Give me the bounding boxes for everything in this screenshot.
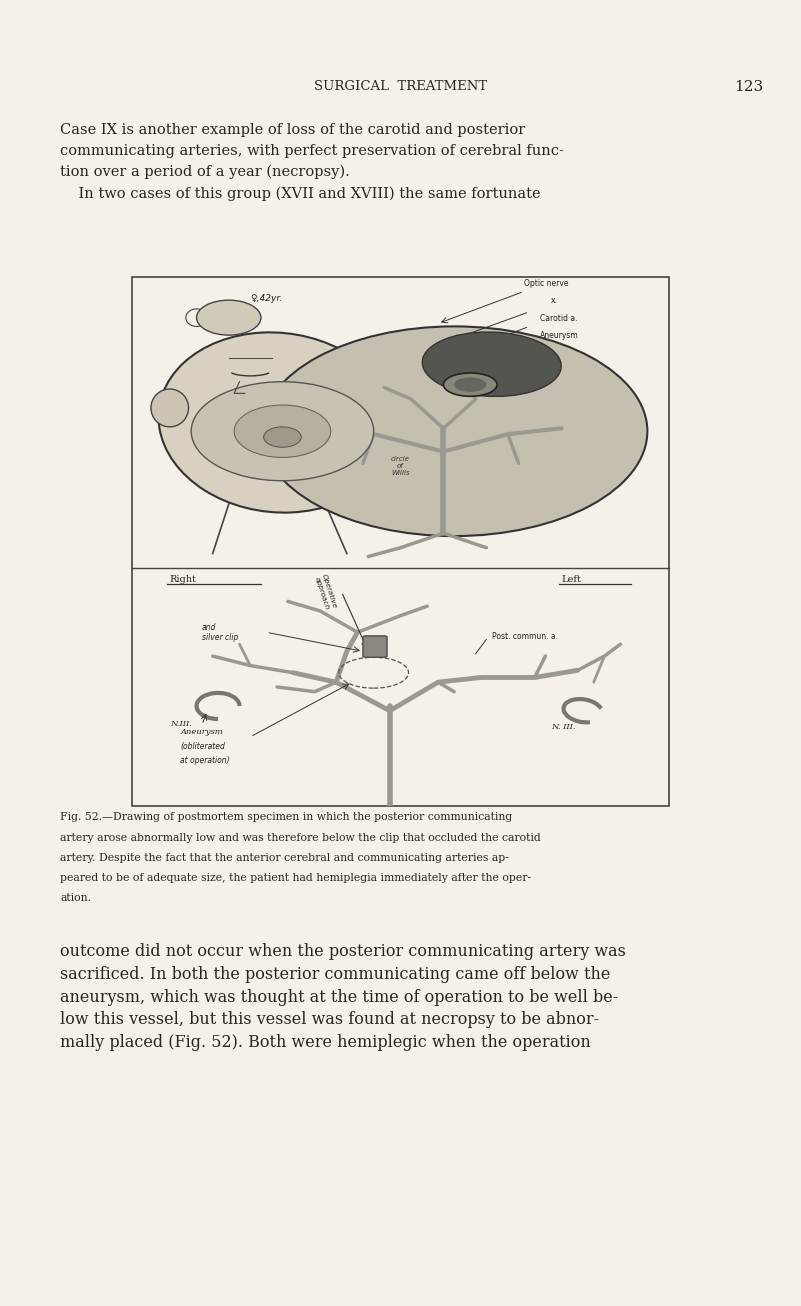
Text: Left: Left	[562, 575, 582, 584]
Text: ♀,42yr.: ♀,42yr.	[250, 294, 283, 303]
Circle shape	[191, 381, 373, 481]
Text: at operation): at operation)	[180, 756, 230, 765]
Text: outcome did not occur when the posterior communicating artery was: outcome did not occur when the posterior…	[60, 943, 626, 960]
Bar	[132, 277, 669, 806]
Text: In two cases of this group (XVII and XVIII) the same fortunate: In two cases of this group (XVII and XVI…	[60, 187, 541, 201]
Circle shape	[196, 300, 261, 336]
Circle shape	[264, 427, 301, 447]
Text: Carotid a.: Carotid a.	[540, 313, 578, 323]
Text: Fig. 52.—Drawing of postmortem specimen in which the posterior communicating: Fig. 52.—Drawing of postmortem specimen …	[60, 812, 513, 823]
Circle shape	[234, 405, 331, 457]
Text: Right: Right	[170, 575, 196, 584]
Circle shape	[261, 326, 647, 535]
Text: and
silver clip: and silver clip	[202, 623, 239, 643]
Ellipse shape	[454, 377, 486, 392]
Text: peared to be of adequate size, the patient had hemiplegia immediately after the : peared to be of adequate size, the patie…	[60, 872, 531, 883]
Text: circle
of
Willis: circle of Willis	[391, 456, 410, 477]
Text: aneurysm, which was thought at the time of operation to be well be-: aneurysm, which was thought at the time …	[60, 989, 618, 1006]
Text: mally placed (Fig. 52). Both were hemiplegic when the operation: mally placed (Fig. 52). Both were hemipl…	[60, 1034, 591, 1051]
Text: tion over a period of a year (necropsy).: tion over a period of a year (necropsy).	[60, 165, 350, 179]
Text: sacrificed. In both the posterior communicating came off below the: sacrificed. In both the posterior commun…	[60, 966, 610, 983]
Text: artery. Despite the fact that the anterior cerebral and communicating arteries a: artery. Despite the fact that the anteri…	[60, 853, 509, 863]
Text: N. III.: N. III.	[551, 722, 575, 730]
Text: N.III.: N.III.	[170, 720, 191, 729]
Text: Post. commun. a.: Post. commun. a.	[492, 632, 557, 641]
Text: Operative
approach: Operative approach	[313, 573, 337, 611]
Text: 123: 123	[735, 80, 763, 94]
Ellipse shape	[422, 332, 562, 397]
Text: Case IX is another example of loss of the carotid and posterior: Case IX is another example of loss of th…	[60, 123, 525, 137]
Ellipse shape	[159, 333, 396, 512]
Ellipse shape	[444, 374, 497, 396]
Text: ation.: ation.	[60, 893, 91, 904]
Text: x.: x.	[551, 296, 557, 306]
Text: communicating arteries, with perfect preservation of cerebral func-: communicating arteries, with perfect pre…	[60, 144, 564, 158]
Text: SURGICAL  TREATMENT: SURGICAL TREATMENT	[314, 80, 487, 93]
FancyBboxPatch shape	[363, 636, 387, 657]
Text: Optic nerve: Optic nerve	[524, 278, 569, 287]
Text: (obliterated: (obliterated	[180, 742, 225, 751]
Text: Aneurysm: Aneurysm	[540, 330, 579, 340]
Text: low this vessel, but this vessel was found at necropsy to be abnor-: low this vessel, but this vessel was fou…	[60, 1011, 599, 1029]
Text: artery arose abnormally low and was therefore below the clip that occluded the c: artery arose abnormally low and was ther…	[60, 833, 541, 842]
Text: Aneurysm: Aneurysm	[180, 729, 223, 737]
Ellipse shape	[151, 389, 188, 427]
